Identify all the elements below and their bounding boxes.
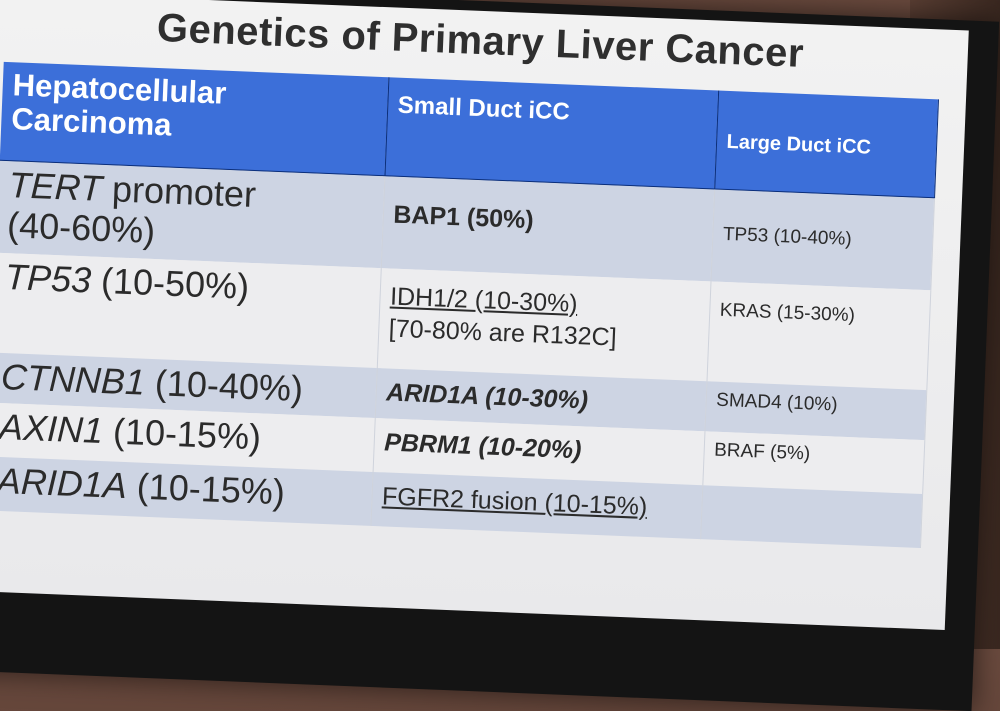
slide: Genetics of Primary Liver Cancer Hepatoc… [0,0,969,631]
genetics-table: Hepatocellular Carcinoma Small Duct iCC … [0,61,938,548]
large-duct-value: TP53 (10-40%) [722,223,853,250]
header-small-duct: Small Duct iCC [384,77,719,189]
small-duct-value: BAP1 (50%) [392,200,535,235]
large-duct-cell: KRAS (15-30%) [706,280,931,390]
large-duct-cell: TP53 (10-40%) [710,188,935,290]
large-duct-cell [700,484,923,548]
hcc-cell: TERT promoter (40-60%) [0,160,385,268]
large-duct-value: KRAS (15-30%) [719,299,856,326]
hcc-pct: (10-15%) [136,465,286,512]
header-large-duct: Large Duct iCC [714,90,938,198]
hcc-detail: promoter [111,168,257,216]
small-duct-note: [70-80% are R132C] [388,314,618,352]
hcc-gene: AXIN1 [0,405,104,451]
large-duct-cell: SMAD4 (10%) [704,380,927,440]
hcc-gene: TP53 [4,255,92,300]
hcc-pct: (10-40%) [154,361,304,409]
hcc-gene: CTNNB1 [0,355,146,403]
large-duct-value: BRAF (5%) [713,439,811,464]
hcc-pct: (40-60%) [6,204,156,252]
large-duct-value: SMAD4 (10%) [715,389,839,416]
header-hcc: Hepatocellular Carcinoma [0,61,389,176]
small-duct-value: ARID1A (10-30%) [385,377,589,415]
small-duct-value: IDH1/2 (10-30%) [389,282,579,318]
small-duct-cell: BAP1 (50%) [380,175,715,281]
hcc-gene: TERT [8,164,103,209]
hcc-cell: TP53 (10-50%) [0,252,381,368]
small-duct-cell: IDH1/2 (10-30%) [70-80% are R132C] [376,267,711,381]
small-duct-value: PBRM1 (10-20%) [383,427,582,464]
hcc-pct: (10-15%) [112,410,262,457]
hcc-pct: (10-50%) [100,259,250,307]
small-duct-value: FGFR2 fusion (10-15%) [381,481,648,521]
hcc-gene: ARID1A [0,459,128,506]
large-duct-cell: BRAF (5%) [702,430,925,494]
